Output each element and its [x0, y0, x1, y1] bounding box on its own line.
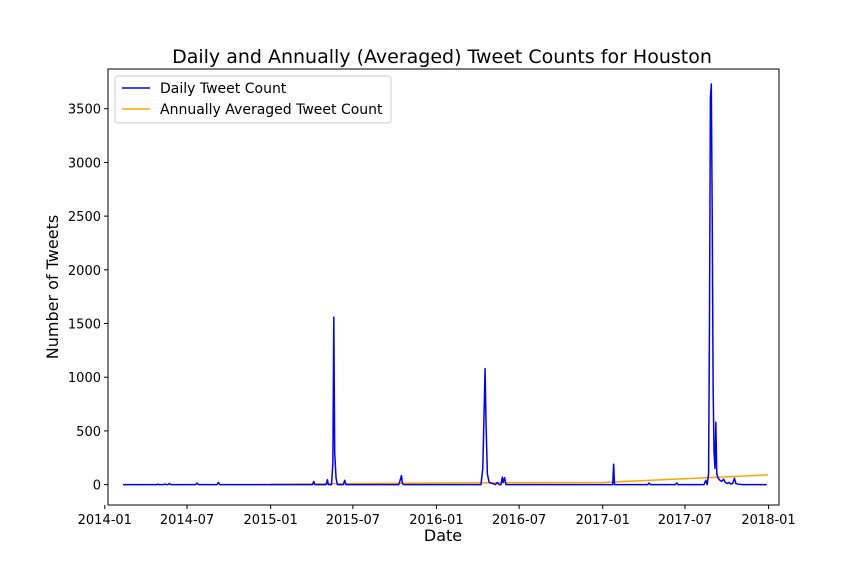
- x-axis-label: Date: [424, 526, 462, 545]
- x-tick-label: 2017-07: [658, 513, 712, 528]
- legend-label-annual: Annually Averaged Tweet Count: [160, 102, 383, 118]
- legend: Daily Tweet Count Annually Averaged Twee…: [114, 75, 392, 124]
- y-tick-label: 1500: [68, 318, 101, 333]
- y-tick-label: 0: [93, 479, 101, 494]
- y-tick-label: 2000: [68, 264, 101, 279]
- axes-frame: [107, 68, 780, 506]
- y-axis-label: Number of Tweets: [43, 215, 62, 359]
- x-tick-label: 2018-01: [741, 513, 795, 528]
- series-daily-line: [122, 83, 767, 486]
- x-tick-label: 2014-07: [160, 513, 214, 528]
- y-tick-label: 2500: [68, 210, 101, 225]
- x-tick-label: 2016-07: [492, 513, 546, 528]
- y-tick-label: 3000: [68, 156, 101, 171]
- series-layer: [122, 83, 769, 486]
- y-tick-label: 1000: [68, 371, 101, 386]
- x-tick-label: 2015-07: [326, 513, 380, 528]
- y-axis: 0 500 1000 1500 2000 2500 3000 3500: [68, 103, 108, 494]
- chart-title: Daily and Annually (Averaged) Tweet Coun…: [172, 46, 712, 68]
- x-tick-label: 2014-01: [78, 513, 132, 528]
- x-tick-label: 2017-01: [576, 513, 630, 528]
- series-annual-line: [270, 474, 769, 486]
- plot-area: [108, 69, 779, 505]
- y-tick-label: 500: [76, 425, 101, 440]
- x-tick-label: 2015-01: [243, 513, 297, 528]
- y-tick-label: 3500: [68, 103, 101, 118]
- legend-box: [114, 75, 392, 124]
- legend-label-daily: Daily Tweet Count: [160, 81, 287, 97]
- x-tick-label: 2016-01: [409, 513, 463, 528]
- x-axis: 2014-01 2014-07 2015-01 2015-07 2016-01 2016-…: [78, 505, 796, 528]
